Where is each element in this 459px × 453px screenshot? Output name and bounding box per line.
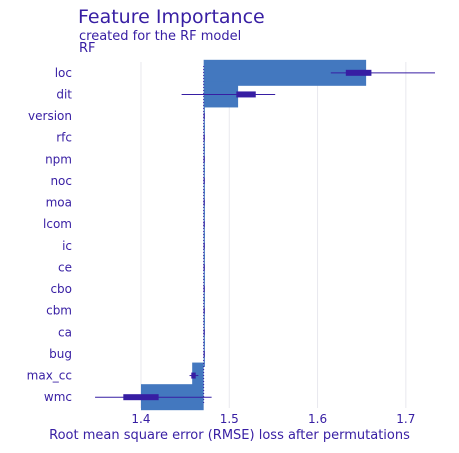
y-tick-label-version: version (28, 109, 72, 123)
x-tick-label-2: 1.6 (308, 412, 327, 426)
box-npm (203, 156, 205, 163)
y-tick-label-ce: ce (58, 260, 72, 274)
box-rfc (203, 134, 205, 141)
box-loc (345, 69, 372, 76)
y-tick-label-loc: loc (55, 66, 72, 80)
y-tick-label-wmc: wmc (44, 390, 72, 404)
box-dit (236, 91, 256, 98)
y-tick-label-npm: npm (45, 152, 72, 166)
x-axis-title: Root mean square error (RMSE) loss after… (49, 428, 410, 443)
y-tick-label-lcom: lcom (43, 217, 72, 231)
chart-title: Feature Importance (78, 6, 265, 28)
y-tick-label-cbo: cbo (50, 282, 72, 296)
box-max_cc (191, 372, 196, 379)
boxplot-layer (95, 69, 435, 401)
y-tick-label-max_cc: max_cc (27, 369, 72, 383)
box-ce (203, 264, 205, 271)
box-ca (203, 329, 205, 336)
grid-layer (140, 62, 407, 408)
box-moa (203, 199, 205, 206)
x-axis-labels: 1.4 1.5 1.6 1.7 (131, 412, 415, 426)
y-tick-label-rfc: rfc (56, 131, 72, 145)
box-cbm (203, 307, 205, 314)
x-tick-label-1: 1.5 (220, 412, 239, 426)
box-noc (203, 177, 205, 184)
box-cbo (203, 286, 205, 293)
y-axis-labels: loc dit version rfc npm noc moa lcom ic ce cbo cbm c… (27, 66, 73, 404)
y-tick-label-cbm: cbm (46, 304, 72, 318)
box-lcom (203, 221, 205, 228)
box-wmc (123, 394, 159, 401)
y-tick-label-ca: ca (58, 325, 72, 339)
y-tick-label-noc: noc (50, 174, 72, 188)
x-tick-label-0: 1.4 (131, 412, 150, 426)
facet-label: RF (79, 41, 96, 56)
y-tick-label-dit: dit (56, 87, 72, 101)
y-tick-label-bug: bug (49, 347, 72, 361)
box-ic (203, 242, 205, 249)
box-bug (203, 350, 205, 357)
bar-layer (140, 59, 367, 411)
y-tick-label-ic: ic (62, 239, 72, 253)
chart-subtitle: created for the RF model (79, 29, 242, 44)
x-tick-label-3: 1.7 (396, 412, 415, 426)
y-tick-label-moa: moa (46, 196, 72, 210)
box-version (203, 113, 205, 120)
